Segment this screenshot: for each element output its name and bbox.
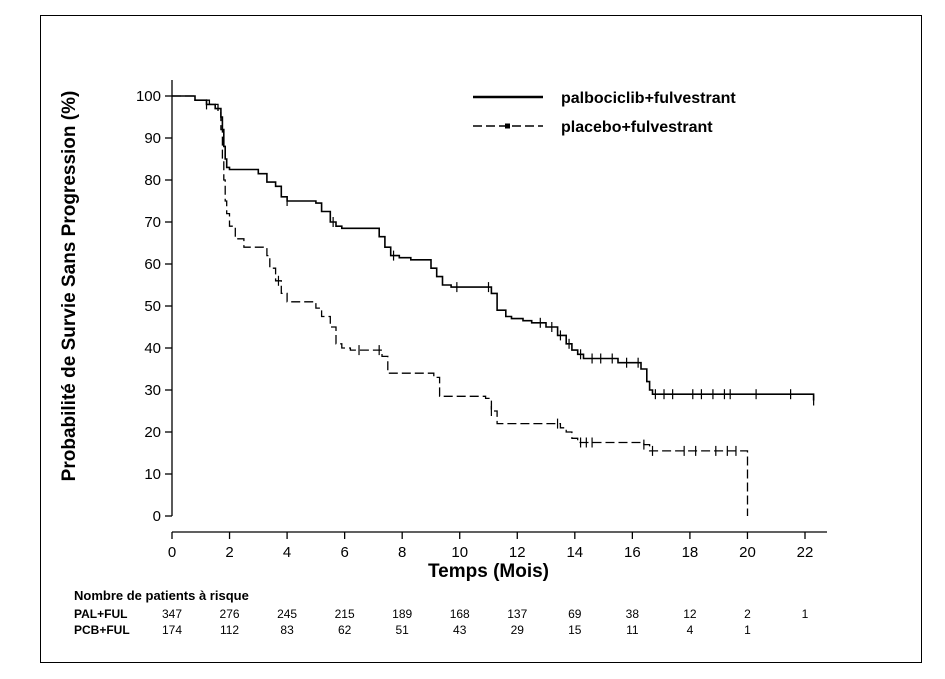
km-curve-pal-ful <box>172 95 815 401</box>
risk-value-pcb-ful: 112 <box>220 623 239 637</box>
x-tick-label: 20 <box>739 544 756 561</box>
risk-table-values: 347 276 245 215 189 168 137 69 38 12 2 1 174 112 83 62 5… <box>162 607 809 637</box>
x-tick-label: 8 <box>398 544 406 561</box>
risk-value-pcb-ful: 1 <box>744 623 751 637</box>
risk-value-pcb-ful: 43 <box>453 623 467 637</box>
figure-frame: 0 10 20 30 40 50 60 70 80 90 100 0 2 4 6 8 10 12 14 16 18 20… <box>40 15 922 663</box>
y-tick-label: 50 <box>144 298 161 315</box>
risk-value-pal-ful: 12 <box>683 607 697 621</box>
x-tick-label: 22 <box>797 544 814 561</box>
risk-row-label-pal-ful: PAL+FUL <box>74 607 127 621</box>
risk-value-pal-ful: 38 <box>626 607 640 621</box>
legend-label-pcb-ful: placebo+fulvestrant <box>561 119 713 136</box>
risk-value-pcb-ful: 15 <box>568 623 582 637</box>
y-tick-label: 70 <box>144 214 161 231</box>
risk-value-pal-ful: 276 <box>220 607 240 621</box>
legend-label-pal-ful: palbociclib+fulvestrant <box>561 90 736 107</box>
y-tick-label: 10 <box>144 466 161 483</box>
y-tick-label: 20 <box>144 424 161 441</box>
risk-value-pcb-ful: 29 <box>511 623 525 637</box>
series-pal-ful <box>172 95 815 406</box>
risk-value-pal-ful: 1 <box>802 607 809 621</box>
x-tick-label: 6 <box>340 544 348 561</box>
risk-value-pal-ful: 245 <box>277 607 297 621</box>
y-axis-title: Probabilité de Survie Sans Progression (… <box>59 91 80 482</box>
risk-table-title: Nombre de patients à risque <box>74 588 249 603</box>
y-tick-label: 30 <box>144 382 161 399</box>
x-tick-label: 2 <box>225 544 233 561</box>
x-ticks: 0 2 4 6 8 10 12 14 16 18 20 22 <box>168 532 814 561</box>
x-tick-label: 14 <box>566 544 583 561</box>
y-tick-label: 60 <box>144 256 161 273</box>
y-ticks: 0 10 20 30 40 50 60 70 80 90 100 <box>136 88 172 525</box>
risk-table: Nombre de patients à risque PAL+FUL PCB+… <box>74 588 809 637</box>
risk-value-pcb-ful: 174 <box>162 623 182 637</box>
risk-row-label-pcb-ful: PCB+FUL <box>74 623 130 637</box>
x-tick-label: 12 <box>509 544 526 561</box>
axes: 0 10 20 30 40 50 60 70 80 90 100 0 2 4 6 8 10 12 14 16 18 20… <box>136 80 827 561</box>
series-layer <box>172 95 815 516</box>
x-tick-label: 4 <box>283 544 291 561</box>
y-tick-label: 100 <box>136 88 161 105</box>
x-tick-label: 0 <box>168 544 176 561</box>
risk-value-pal-ful: 69 <box>568 607 582 621</box>
series-pcb-ful <box>172 95 749 516</box>
y-tick-label: 90 <box>144 130 161 147</box>
risk-value-pal-ful: 189 <box>392 607 412 621</box>
risk-value-pal-ful: 215 <box>335 607 355 621</box>
x-tick-label: 16 <box>624 544 641 561</box>
risk-value-pal-ful: 137 <box>507 607 527 621</box>
risk-value-pal-ful: 168 <box>450 607 470 621</box>
x-tick-label: 10 <box>451 544 468 561</box>
legend-marker-pcb-ful <box>505 123 510 129</box>
risk-value-pal-ful: 2 <box>744 607 751 621</box>
risk-value-pcb-ful: 51 <box>396 623 410 637</box>
km-curve-pcb-ful <box>172 95 749 516</box>
risk-value-pcb-ful: 62 <box>338 623 352 637</box>
risk-value-pal-ful: 347 <box>162 607 182 621</box>
x-tick-label: 18 <box>682 544 699 561</box>
y-tick-label: 0 <box>153 508 161 525</box>
risk-value-pcb-ful: 83 <box>280 623 294 637</box>
risk-value-pcb-ful: 11 <box>626 623 639 637</box>
x-axis-title: Temps (Mois) <box>428 561 549 582</box>
risk-value-pcb-ful: 4 <box>687 623 694 637</box>
y-tick-label: 80 <box>144 172 161 189</box>
legend: palbociclib+fulvestrant placebo+fulvestr… <box>473 90 736 136</box>
y-tick-label: 40 <box>144 340 161 357</box>
